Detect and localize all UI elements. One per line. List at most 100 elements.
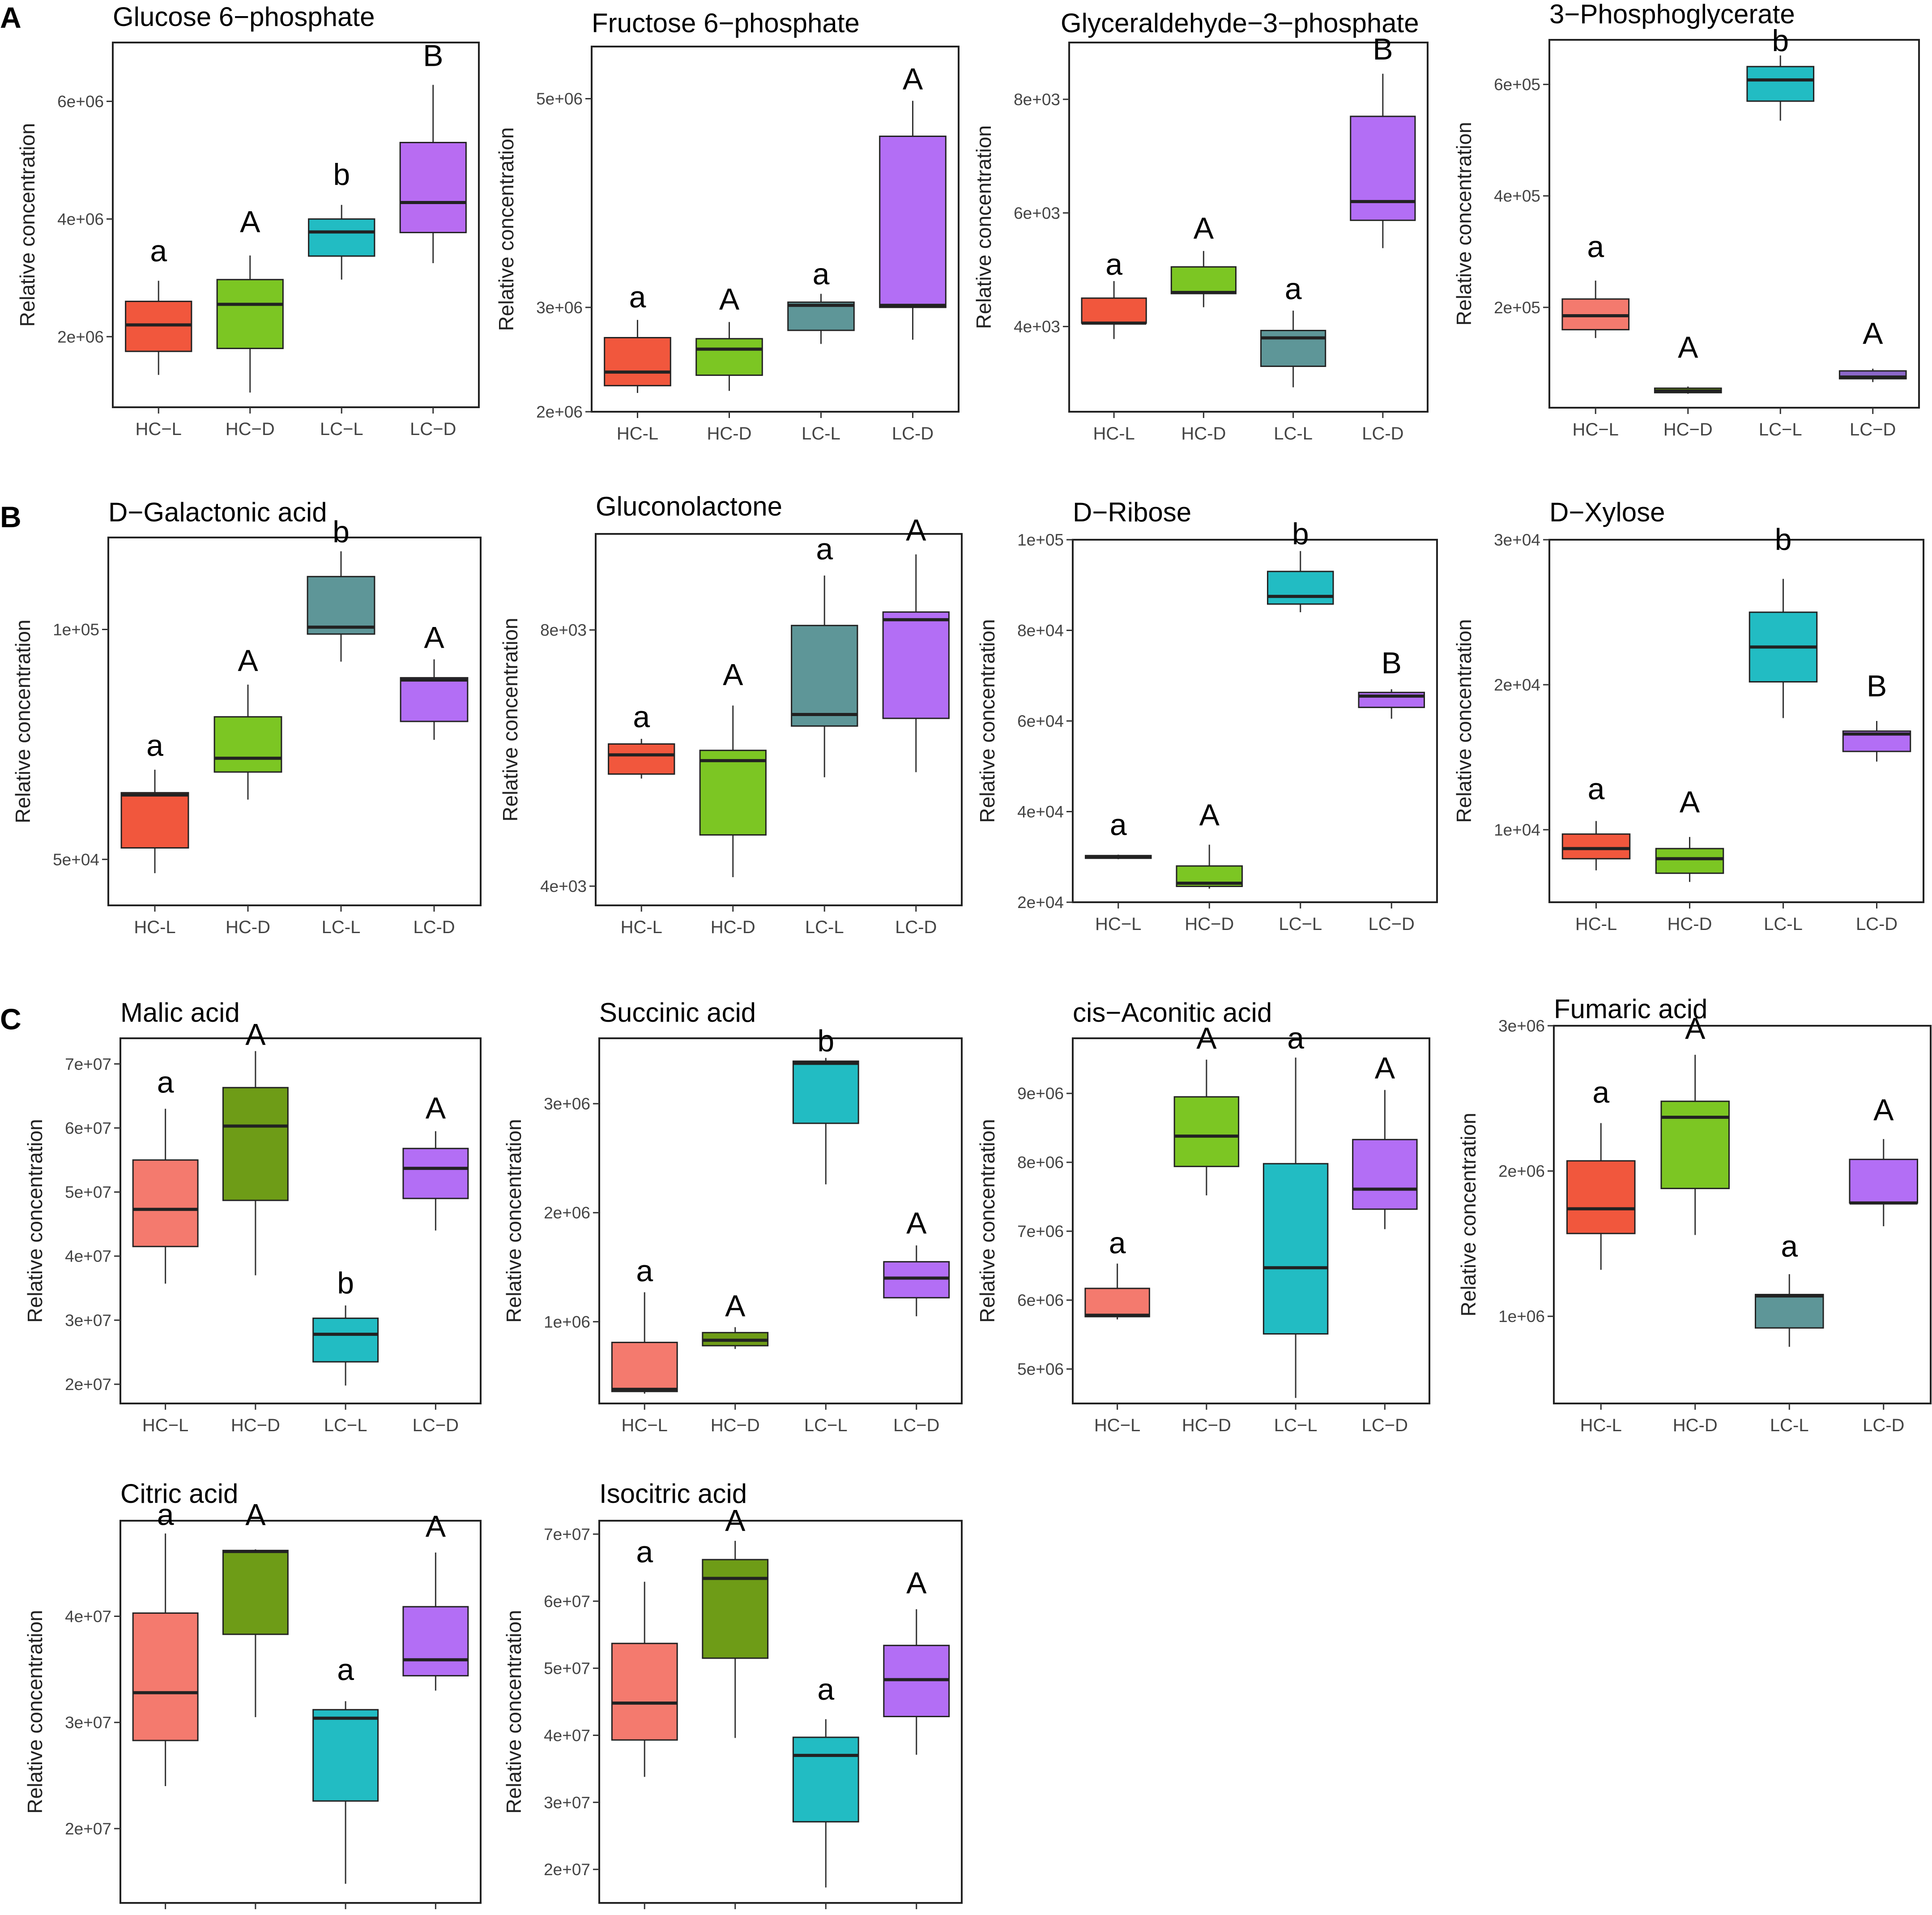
box-1 [1561,833,1631,860]
plot-frame [1548,539,1924,903]
x-tick-label: LC-D [895,917,937,937]
x-tick-label: LC-D [1856,914,1898,934]
chart-panel-9: Malic acid Relative concentration 2e+07 3e+… [23,998,482,1435]
significance-letter: a [633,700,650,734]
x-tick-label: HC-D [711,917,755,937]
box-4 [1849,1159,1919,1204]
significance-letter: A [906,1566,927,1600]
significance-letter: a [1285,272,1302,306]
y-tick-label: 2e+06 [57,328,104,346]
y-tick-label: 3e+07 [544,1793,590,1812]
y-tick-label: 6e+06 [57,92,104,111]
chart-panel-11: cis−Aconitic acid Relative concentration 5… [976,998,1430,1435]
significance-letter: A [245,1017,266,1051]
box-3 [1260,330,1326,367]
y-axis-label: Relative concentration [502,1119,525,1322]
significance-letter: A [1194,211,1214,245]
y-tick-label: 8e+06 [1017,1153,1064,1172]
box-3 [1754,1294,1824,1329]
chart-title: Glyceraldehyde−3−phosphate [1061,8,1419,38]
significance-letter: a [629,280,646,314]
y-tick-label: 3e+04 [1494,531,1540,549]
chart-title: D−Ribose [1073,497,1191,527]
significance-letter: a [816,532,833,566]
x-tick-label: HC-D [707,424,752,444]
box-2 [1173,1096,1240,1167]
chart-title: Fumaric acid [1554,994,1707,1024]
plot-frame [119,1037,482,1404]
box-4 [399,141,467,234]
significance-letter: b [337,1266,354,1300]
x-tick-label: HC-L [1093,424,1134,444]
y-tick-label: 1e+06 [1498,1307,1545,1326]
significance-letter: a [150,234,167,268]
x-tick-label: HC−D [226,419,275,439]
significance-letter: a [1287,1021,1304,1055]
y-axis-label: Relative concentration [972,125,995,329]
x-tick-label: HC-L [1575,914,1617,934]
significance-letter: A [238,644,258,678]
y-tick-label: 3e+07 [65,1714,111,1732]
plot-frame [112,42,480,408]
significance-letter: A [725,1503,746,1537]
y-axis-label: Relative concentration [23,1119,47,1322]
chart-title: D−Galactonic acid [108,497,327,527]
plot-frame [1548,39,1920,409]
significance-letter: a [1587,230,1604,264]
chart-panel-3: Glyceraldehyde−3−phosphate Relative conce… [972,8,1429,444]
box-4 [883,1261,950,1299]
box-1 [1084,1288,1150,1318]
box-1 [132,1159,199,1247]
chart-title: Malic acid [120,998,240,1028]
y-tick-label: 5e+07 [544,1659,590,1678]
significance-letter: a [1592,1075,1609,1109]
y-tick-label: 4e+05 [1494,187,1540,205]
x-tick-label: LC-D [1863,1416,1904,1435]
box-3 [307,576,375,635]
y-tick-label: 2e+07 [65,1375,111,1394]
y-tick-label: 6e+05 [1494,76,1540,94]
significance-letter: a [337,1653,354,1687]
chart-panel-12: Fumaric acid Relative concentration 1e+06 2… [1457,994,1932,1435]
y-tick-label: 4e+07 [65,1608,111,1626]
y-tick-label: 8e+03 [540,621,587,640]
box-1 [611,1642,678,1741]
y-axis-label: Relative concentration [976,1119,999,1322]
y-tick-label: 5e+06 [1017,1360,1064,1378]
plot-frame [1068,42,1429,413]
x-tick-label: HC-L [1580,1416,1622,1435]
significance-letter: A [426,1091,446,1125]
chart-panel-14: Isocitric acid Relative concentration 2e+0… [502,1479,963,1909]
plot-frame [595,533,963,906]
chart-panel-1: Glucose 6−phosphate Relative concentratio… [16,2,480,439]
y-tick-label: 8e+04 [1017,622,1064,640]
box-2 [213,716,282,773]
x-tick-label: LC-L [805,917,844,937]
significance-letter: b [817,1024,834,1058]
x-tick-label: HC-L [134,917,175,937]
y-tick-label: 2e+06 [536,403,583,421]
significance-letter: A [1196,1021,1217,1055]
x-tick-label: HC−L [1573,420,1619,439]
significance-letter: b [1292,517,1309,551]
chart-panel-13: Citric acid Relative concentration 2e+07 3e… [23,1479,482,1909]
chart-panel-10: Succinic acid Relative concentration 1e+06… [502,998,963,1435]
y-tick-label: 6e+06 [1017,1291,1064,1309]
significance-letter: a [157,1066,174,1100]
y-tick-label: 5e+04 [53,850,99,869]
y-tick-label: 1e+05 [1017,531,1064,549]
y-tick-label: 8e+03 [1014,90,1060,109]
x-tick-label: HC-D [1668,914,1712,934]
y-tick-label: 3e+06 [536,299,583,317]
y-axis-label: Relative concentration [976,619,999,823]
significance-letter: A [1199,798,1220,832]
x-tick-label: LC−D [413,1416,459,1435]
box-3 [792,1736,859,1823]
significance-letter: a [1110,808,1127,842]
chart-title: Glucose 6−phosphate [113,2,375,32]
box-3 [312,1709,379,1802]
significance-letter: a [146,729,163,763]
y-axis-label: Relative concentration [495,127,518,331]
y-tick-label: 4e+03 [540,877,587,896]
